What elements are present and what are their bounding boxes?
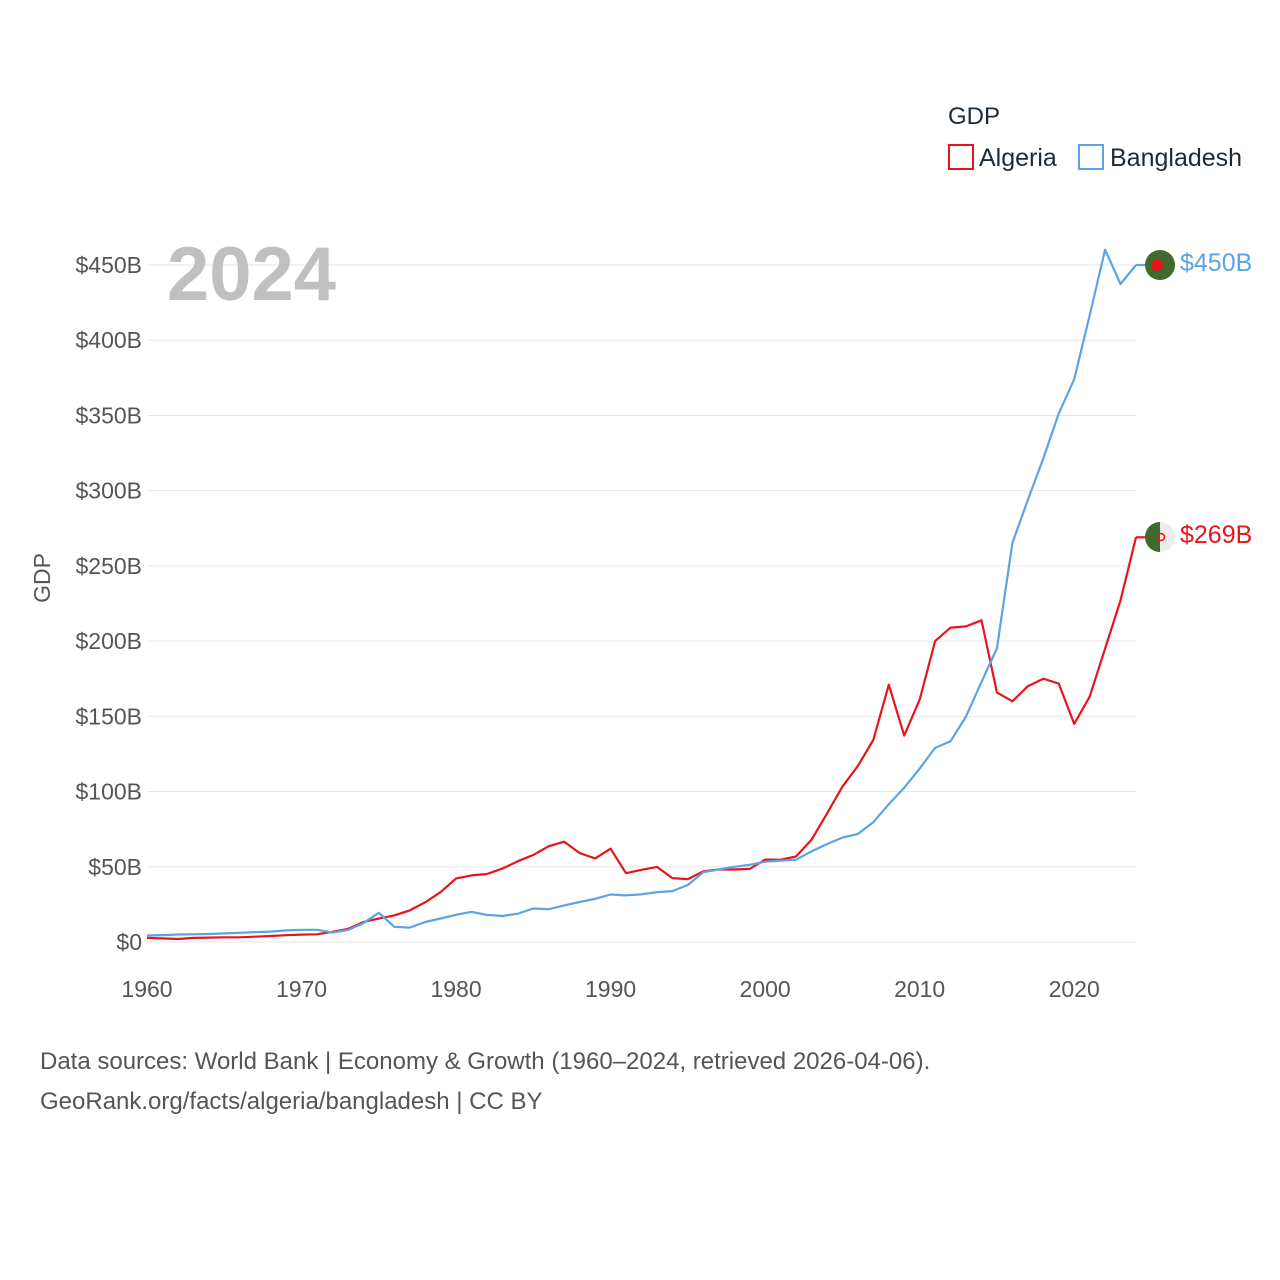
- series-line-algeria: [146, 537, 1138, 941]
- legend-item-algeria[interactable]: Algeria: [948, 144, 1057, 172]
- legend: GDP Algeria Bangladesh: [948, 103, 1242, 172]
- x-tick-label: 1960: [121, 976, 172, 1002]
- series-lines: [146, 248, 1146, 941]
- series-line-bangladesh: [146, 248, 1137, 937]
- legend-label-bangladesh: Bangladesh: [1110, 144, 1242, 172]
- year-watermark: 2024: [167, 232, 336, 317]
- x-tick-label: 1970: [276, 976, 327, 1002]
- legend-swatch-bangladesh: [1078, 144, 1104, 170]
- x-tick-label: 1980: [430, 976, 481, 1002]
- legend-swatch-algeria: [948, 144, 974, 170]
- legend-item-bangladesh[interactable]: Bangladesh: [1078, 144, 1242, 172]
- bangladesh-flag-icon: [1145, 250, 1175, 280]
- source-line-1: Data sources: World Bank | Economy & Gro…: [40, 1048, 931, 1075]
- algeria-end-label: $269B: [1180, 521, 1252, 549]
- y-tick-label: $150B: [75, 703, 142, 729]
- x-axis-ticks: 1960 1970 1980 1990 2000 2010 2020: [121, 976, 1099, 1002]
- x-tick-label: 2000: [740, 976, 791, 1002]
- y-tick-label: $0: [116, 929, 142, 955]
- legend-label-algeria: Algeria: [979, 144, 1057, 172]
- x-tick-label: 2020: [1049, 976, 1100, 1002]
- algeria-flag-icon: [1145, 522, 1175, 552]
- y-tick-label: $50B: [88, 854, 142, 880]
- y-tick-label: $300B: [75, 478, 142, 504]
- y-tick-label: $350B: [75, 402, 142, 428]
- gdp-line-chart: $0 $50B $100B $150B $200B $250B $300B $350B $400…: [29, 103, 1252, 1002]
- source-note: Data sources: World Bank | Economy & Gro…: [40, 1042, 930, 1122]
- y-tick-label: $250B: [75, 553, 142, 579]
- x-tick-label: 2010: [894, 976, 945, 1002]
- y-tick-label: $200B: [75, 628, 142, 654]
- legend-title: GDP: [948, 103, 1000, 130]
- source-line-2[interactable]: GeoRank.org/facts/algeria/bangladesh | C…: [40, 1088, 543, 1115]
- y-axis-ticks: $0 $50B $100B $150B $200B $250B $300B $350B $400…: [75, 252, 142, 955]
- y-tick-label: $450B: [75, 252, 142, 278]
- y-tick-label: $400B: [75, 327, 142, 353]
- y-axis-label: GDP: [29, 553, 55, 603]
- y-tick-label: $100B: [75, 779, 142, 805]
- gridlines: [147, 264, 1136, 943]
- x-tick-label: 1990: [585, 976, 636, 1002]
- bangladesh-end-label: $450B: [1180, 249, 1252, 277]
